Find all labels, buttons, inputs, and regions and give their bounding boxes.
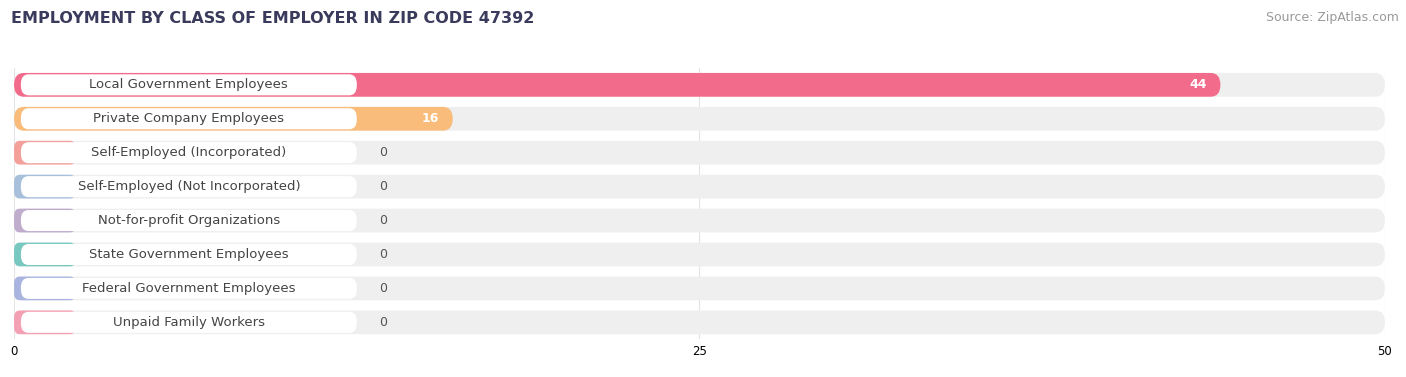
Text: 0: 0 [378, 214, 387, 227]
FancyBboxPatch shape [14, 243, 1385, 266]
FancyBboxPatch shape [14, 277, 1385, 300]
Text: Not-for-profit Organizations: Not-for-profit Organizations [98, 214, 280, 227]
FancyBboxPatch shape [14, 209, 1385, 232]
FancyBboxPatch shape [14, 175, 76, 198]
FancyBboxPatch shape [21, 312, 357, 333]
Text: 0: 0 [378, 316, 387, 329]
FancyBboxPatch shape [14, 107, 453, 131]
FancyBboxPatch shape [14, 73, 1385, 97]
Text: 0: 0 [378, 180, 387, 193]
FancyBboxPatch shape [21, 142, 357, 163]
Text: Unpaid Family Workers: Unpaid Family Workers [112, 316, 264, 329]
Text: Private Company Employees: Private Company Employees [93, 112, 284, 125]
Text: 44: 44 [1189, 78, 1206, 91]
FancyBboxPatch shape [14, 175, 1385, 198]
FancyBboxPatch shape [14, 311, 1385, 334]
FancyBboxPatch shape [21, 176, 357, 197]
FancyBboxPatch shape [14, 209, 76, 232]
Text: Self-Employed (Incorporated): Self-Employed (Incorporated) [91, 146, 287, 159]
Text: 0: 0 [378, 248, 387, 261]
Text: Self-Employed (Not Incorporated): Self-Employed (Not Incorporated) [77, 180, 299, 193]
FancyBboxPatch shape [21, 74, 357, 95]
FancyBboxPatch shape [14, 311, 76, 334]
Text: Local Government Employees: Local Government Employees [90, 78, 288, 91]
FancyBboxPatch shape [14, 107, 1385, 131]
FancyBboxPatch shape [21, 210, 357, 231]
Text: 0: 0 [378, 282, 387, 295]
FancyBboxPatch shape [14, 141, 76, 164]
FancyBboxPatch shape [14, 277, 76, 300]
Text: 16: 16 [422, 112, 439, 125]
Text: Source: ZipAtlas.com: Source: ZipAtlas.com [1265, 11, 1399, 24]
Text: EMPLOYMENT BY CLASS OF EMPLOYER IN ZIP CODE 47392: EMPLOYMENT BY CLASS OF EMPLOYER IN ZIP C… [11, 11, 534, 26]
FancyBboxPatch shape [21, 108, 357, 129]
FancyBboxPatch shape [21, 278, 357, 299]
FancyBboxPatch shape [14, 73, 1220, 97]
FancyBboxPatch shape [14, 141, 1385, 164]
Text: State Government Employees: State Government Employees [89, 248, 288, 261]
Text: 0: 0 [378, 146, 387, 159]
FancyBboxPatch shape [14, 243, 76, 266]
FancyBboxPatch shape [21, 244, 357, 265]
Text: Federal Government Employees: Federal Government Employees [82, 282, 295, 295]
